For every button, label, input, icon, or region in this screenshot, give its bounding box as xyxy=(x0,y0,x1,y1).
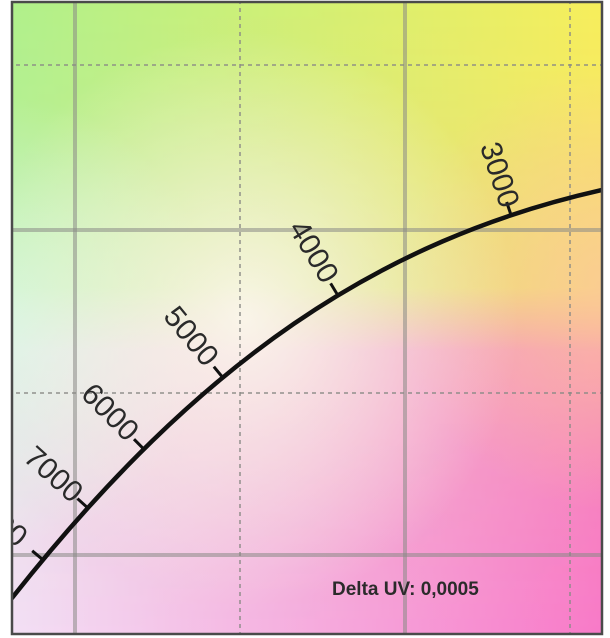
tick-mark xyxy=(329,282,340,297)
delta-uv-label: Delta UV: 0,0005 xyxy=(332,579,479,600)
tick-mark xyxy=(31,549,44,561)
tick-mark xyxy=(505,201,513,216)
frame-border xyxy=(10,0,604,636)
tick-mark xyxy=(132,438,145,451)
planckian-locus-curve xyxy=(12,187,602,601)
tick-mark xyxy=(76,497,89,510)
tick-mark xyxy=(212,365,224,379)
